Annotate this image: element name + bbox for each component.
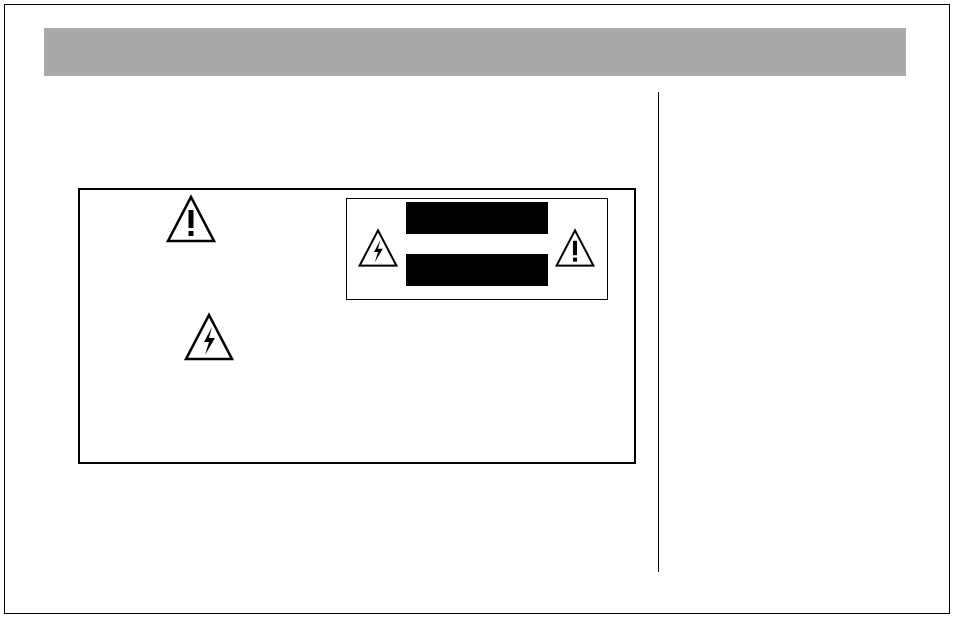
column-divider — [658, 92, 659, 572]
warning-exclamation-icon — [555, 228, 595, 268]
warning-exclamation-icon — [166, 194, 216, 244]
header-bar — [44, 28, 906, 76]
caution-label-top — [406, 202, 548, 234]
warning-lightning-icon — [184, 312, 234, 362]
caution-label-bottom — [406, 254, 548, 286]
warning-lightning-icon — [358, 228, 398, 268]
